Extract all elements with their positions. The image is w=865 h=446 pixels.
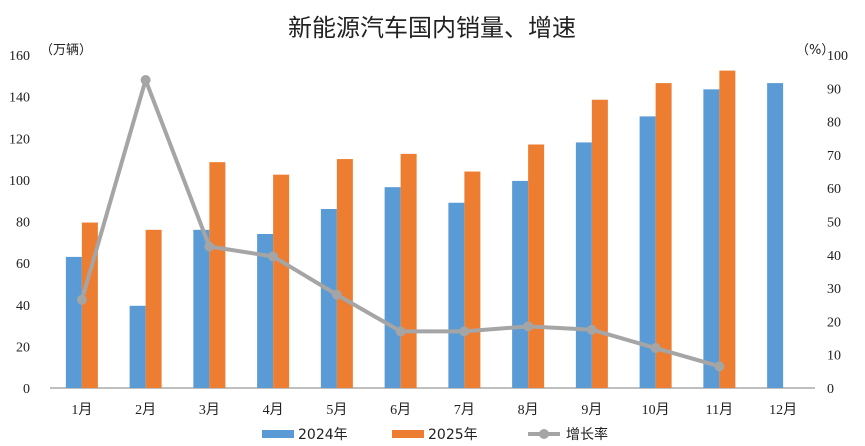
bar-2025-3 bbox=[209, 162, 226, 388]
y-right-tick-label: 80 bbox=[827, 116, 841, 131]
growth-rate-point bbox=[395, 326, 406, 337]
left-axis-unit: （万辆） bbox=[40, 43, 92, 58]
bar-2024-7 bbox=[448, 202, 465, 388]
y-left-tick-label: 20 bbox=[16, 340, 30, 355]
bar-2024-6 bbox=[384, 187, 401, 388]
y-right-tick-label: 40 bbox=[827, 249, 841, 264]
bar-2025-4 bbox=[273, 174, 290, 388]
right-axis-unit: （%） bbox=[796, 43, 834, 58]
x-tick-label: 6月 bbox=[390, 402, 411, 418]
y-right-tick-label: 30 bbox=[827, 282, 841, 297]
y-left-tick-label: 0 bbox=[23, 382, 30, 397]
growth-rate-point bbox=[459, 326, 470, 337]
legend-swatch-2024 bbox=[262, 430, 294, 438]
legend: 2024年 2025年 增长率 bbox=[262, 426, 608, 443]
bar-2025-7 bbox=[464, 171, 481, 388]
bar-2024-1 bbox=[65, 256, 82, 388]
y-right-tick-label: 70 bbox=[827, 149, 841, 164]
bar-2024-9 bbox=[575, 142, 592, 388]
growth-rate-point bbox=[523, 321, 534, 332]
x-tick-label: 12月 bbox=[769, 402, 797, 418]
y-right-tick-label: 60 bbox=[827, 182, 841, 197]
x-tick-label: 10月 bbox=[642, 402, 670, 418]
growth-rate-point bbox=[714, 361, 725, 372]
x-tick-label: 11月 bbox=[706, 402, 733, 418]
axes: 0 20 40 60 80 100 120 140 160 0 10 20 30 40 50 60 70 80 90… bbox=[9, 49, 848, 418]
chart-title: 新能源汽车国内销量、增速 bbox=[288, 14, 576, 42]
y-left-tick-label: 120 bbox=[9, 132, 30, 147]
legend-label: 2025年 bbox=[428, 427, 478, 443]
x-tick-label: 2月 bbox=[135, 402, 156, 418]
growth-line bbox=[76, 74, 725, 372]
growth-rate-point bbox=[650, 343, 661, 354]
bar-2025-5 bbox=[336, 159, 353, 388]
bar-2024-5 bbox=[320, 209, 337, 388]
y-left-tick-label: 100 bbox=[9, 174, 30, 189]
growth-rate-point bbox=[204, 241, 215, 252]
legend-label: 2024年 bbox=[298, 427, 348, 443]
bars bbox=[65, 70, 784, 389]
x-tick-label: 3月 bbox=[199, 402, 220, 418]
growth-rate-point bbox=[586, 324, 597, 335]
y-left-tick-label: 40 bbox=[16, 299, 30, 314]
bar-2024-3 bbox=[193, 229, 210, 388]
bar-2024-4 bbox=[257, 233, 274, 388]
y-left-tick-label: 80 bbox=[16, 216, 30, 231]
y-right-tick-label: 0 bbox=[827, 382, 834, 397]
bar-2025-8 bbox=[528, 144, 545, 388]
legend-marker-growth bbox=[539, 429, 549, 439]
x-tick-label: 7月 bbox=[454, 402, 475, 418]
y-right-tick-label: 90 bbox=[827, 82, 841, 97]
bar-2025-9 bbox=[591, 99, 608, 388]
growth-rate-point bbox=[331, 289, 342, 300]
y-right-tick-label: 50 bbox=[827, 216, 841, 231]
y-left-tick-label: 60 bbox=[16, 257, 30, 272]
legend-swatch-2025 bbox=[392, 430, 424, 438]
bar-2025-10 bbox=[655, 83, 672, 389]
growth-rate-point bbox=[76, 294, 87, 305]
x-tick-label: 8月 bbox=[518, 402, 539, 418]
x-tick-label: 9月 bbox=[581, 402, 602, 418]
legend-label: 增长率 bbox=[566, 426, 608, 443]
y-left-tick-label: 140 bbox=[9, 91, 30, 106]
x-tick-label: 5月 bbox=[326, 402, 347, 418]
x-tick-label: 1月 bbox=[71, 402, 92, 418]
bar-2024-12 bbox=[767, 83, 784, 389]
growth-rate-point bbox=[268, 251, 279, 262]
y-right-tick-label: 20 bbox=[827, 315, 841, 330]
y-left-tick-label: 160 bbox=[9, 49, 30, 64]
bar-2025-11 bbox=[719, 70, 736, 388]
y-right-tick-label: 100 bbox=[827, 49, 848, 64]
bar-2024-11 bbox=[703, 89, 720, 388]
bar-2024-10 bbox=[639, 116, 656, 388]
bar-2024-2 bbox=[129, 305, 146, 388]
growth-rate-point bbox=[140, 74, 151, 85]
y-right-tick-label: 10 bbox=[827, 349, 841, 364]
bar-2024-8 bbox=[512, 180, 529, 388]
x-tick-label: 4月 bbox=[263, 402, 284, 418]
bar-2025-2 bbox=[145, 229, 162, 388]
bar-2025-6 bbox=[400, 153, 417, 388]
